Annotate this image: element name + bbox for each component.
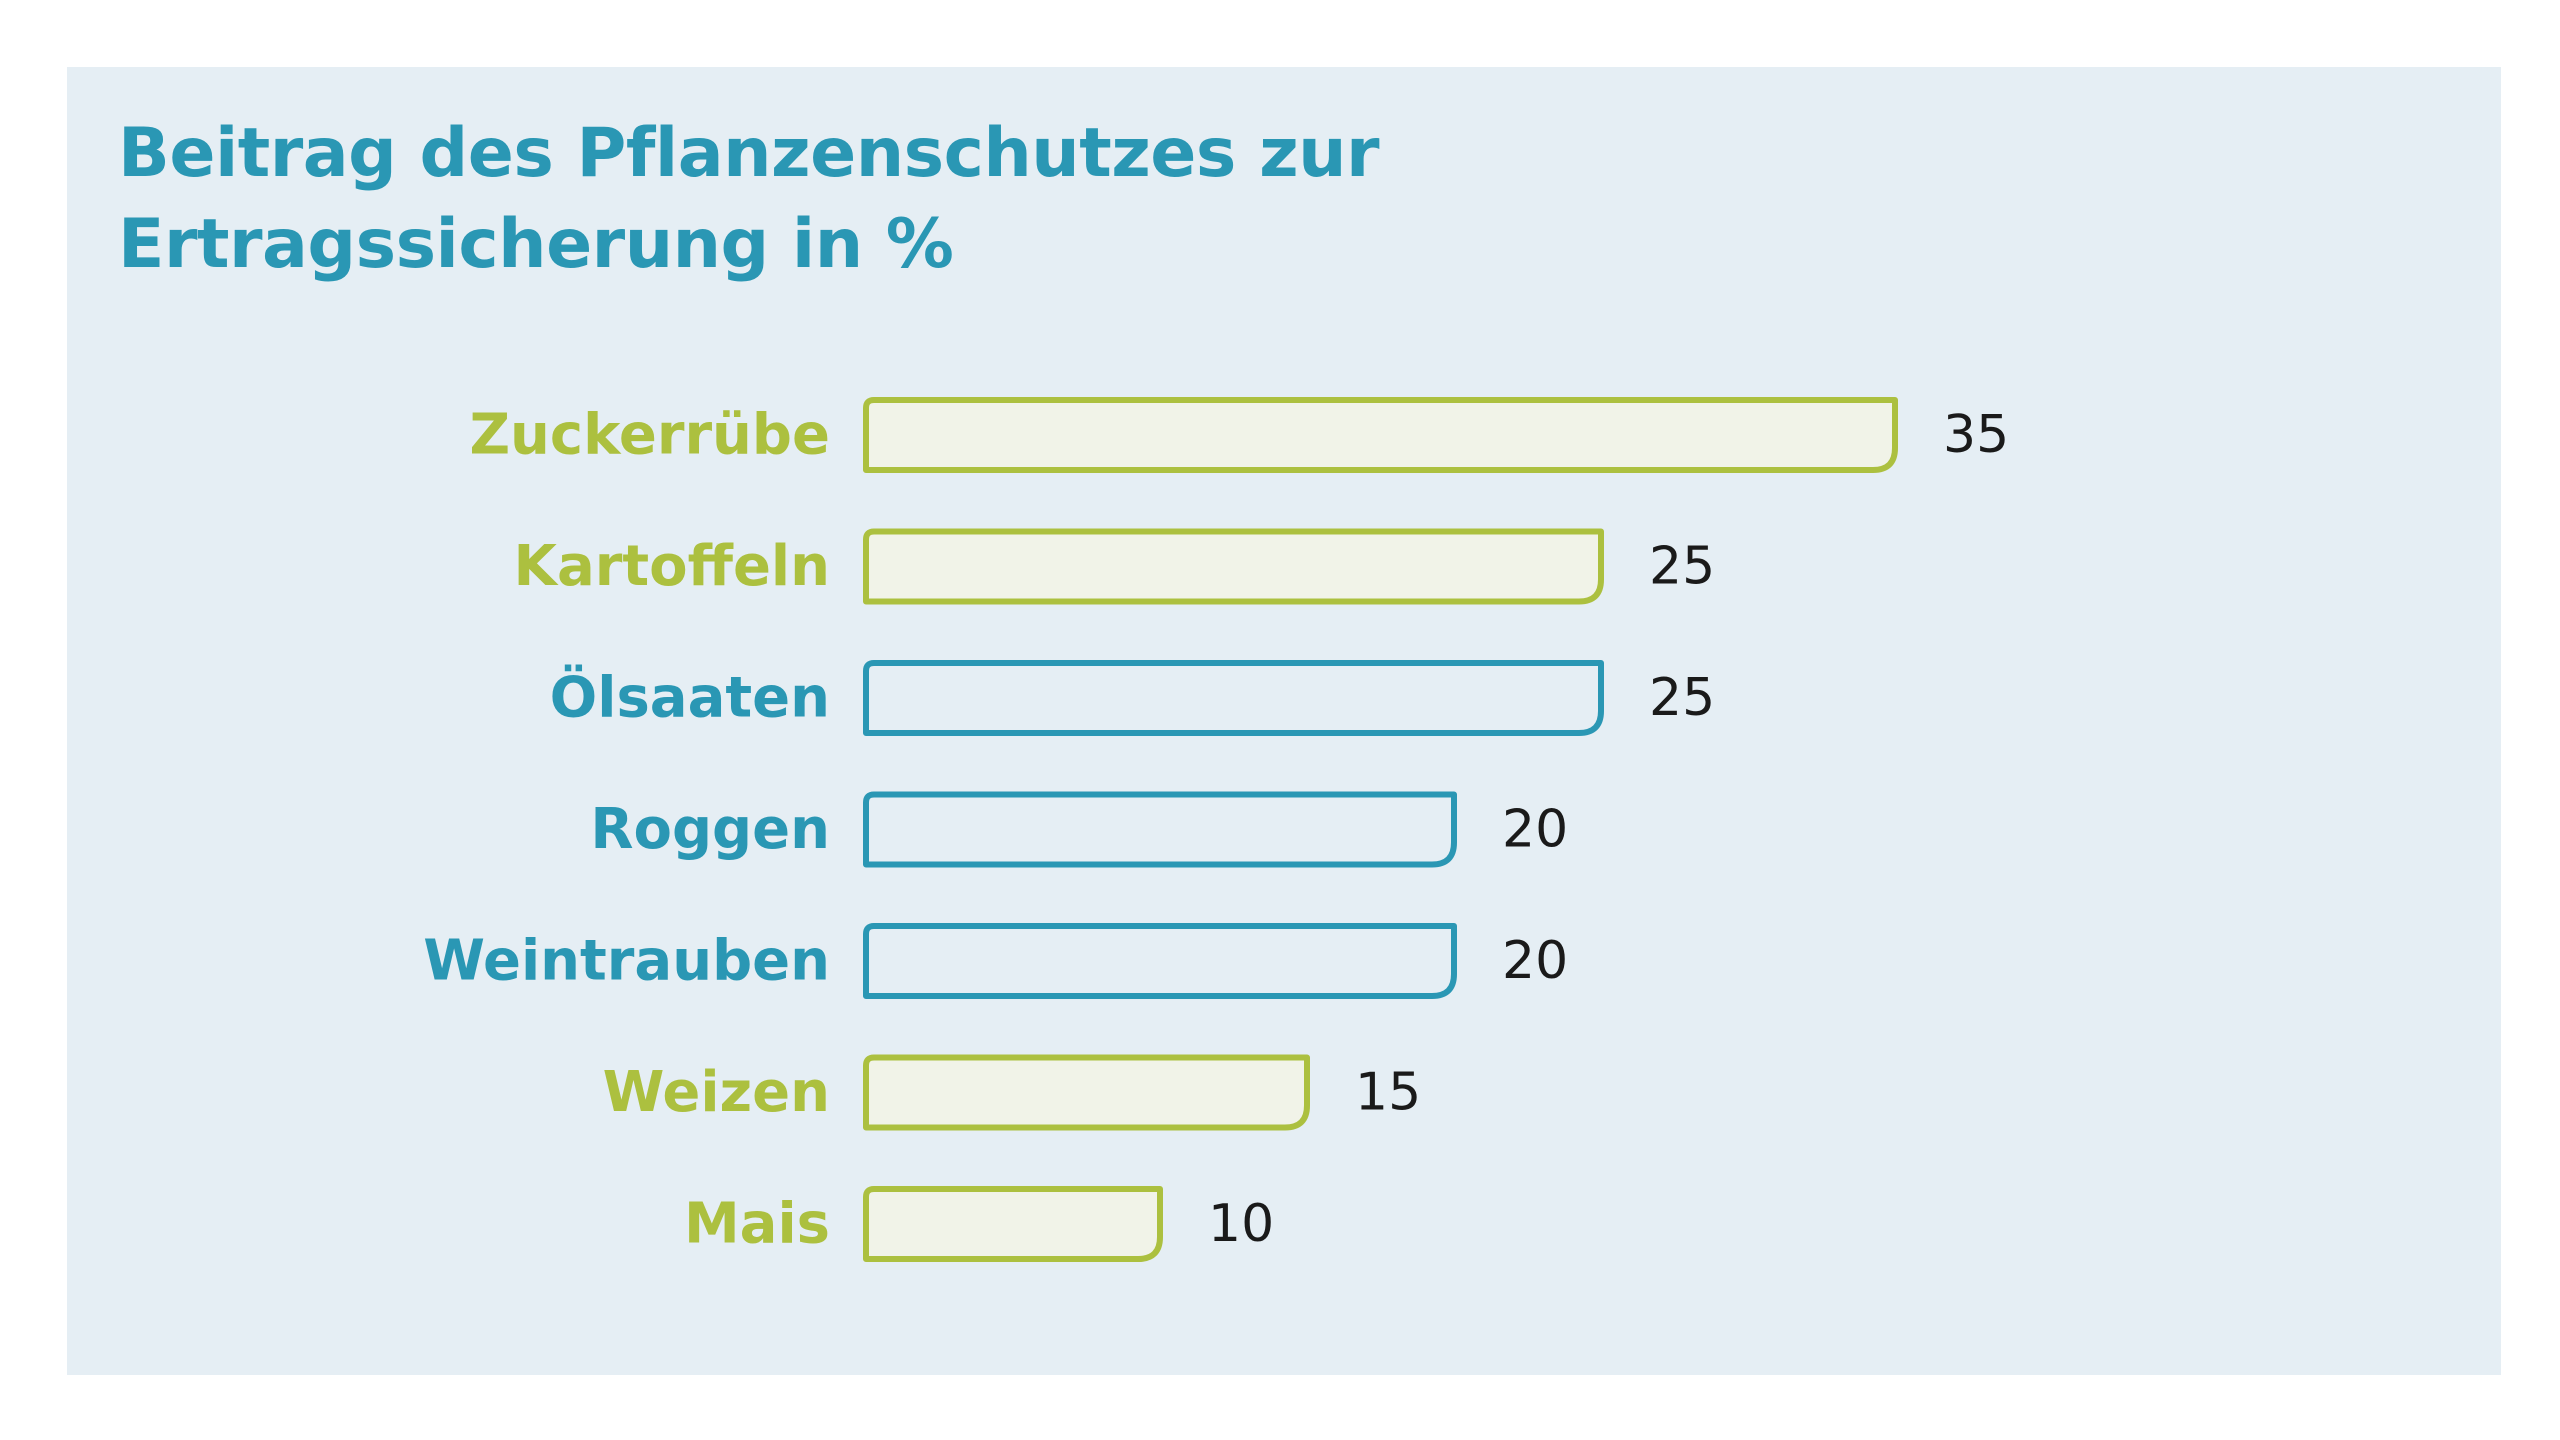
category-label: Zuckerrübe — [469, 403, 830, 468]
category-label: Kartoffeln — [514, 534, 830, 599]
bar-group: Weizen 15 — [603, 1054, 1421, 1131]
chart-title-line-1: Beitrag des Pflanzenschutzes zur — [118, 114, 1380, 193]
bar-group: Ölsaaten 25 — [550, 660, 1715, 736]
chart-title: Beitrag des Pflanzenschutzes zur Ertrags… — [118, 108, 1618, 290]
bar — [863, 1054, 1310, 1131]
bar — [863, 660, 1604, 736]
bar-group: Kartoffeln 25 — [514, 528, 1715, 605]
chart-title-line-2: Ertragssicherung in % — [118, 205, 954, 284]
value-label: 25 — [1649, 537, 1715, 597]
category-label: Weintrauben — [423, 929, 830, 994]
category-label: Weizen — [603, 1060, 830, 1125]
bar-group: Zuckerrübe 35 — [469, 397, 2009, 473]
bar-group: Weintrauben 20 — [423, 923, 1568, 999]
bar — [863, 923, 1457, 999]
bar — [863, 1186, 1163, 1262]
value-label: 35 — [1943, 405, 2009, 465]
value-label: 20 — [1502, 800, 1568, 860]
category-label: Ölsaaten — [550, 666, 830, 731]
value-label: 25 — [1649, 668, 1715, 728]
bar — [863, 397, 1898, 473]
bar — [863, 791, 1457, 868]
category-label: Mais — [684, 1192, 830, 1257]
bar-group: Roggen 20 — [590, 791, 1568, 868]
bar — [863, 528, 1604, 605]
value-label: 15 — [1355, 1063, 1421, 1123]
category-label: Roggen — [590, 797, 830, 862]
bar-group: Mais 10 — [684, 1186, 1274, 1262]
value-label: 10 — [1208, 1194, 1274, 1254]
value-label: 20 — [1502, 931, 1568, 991]
